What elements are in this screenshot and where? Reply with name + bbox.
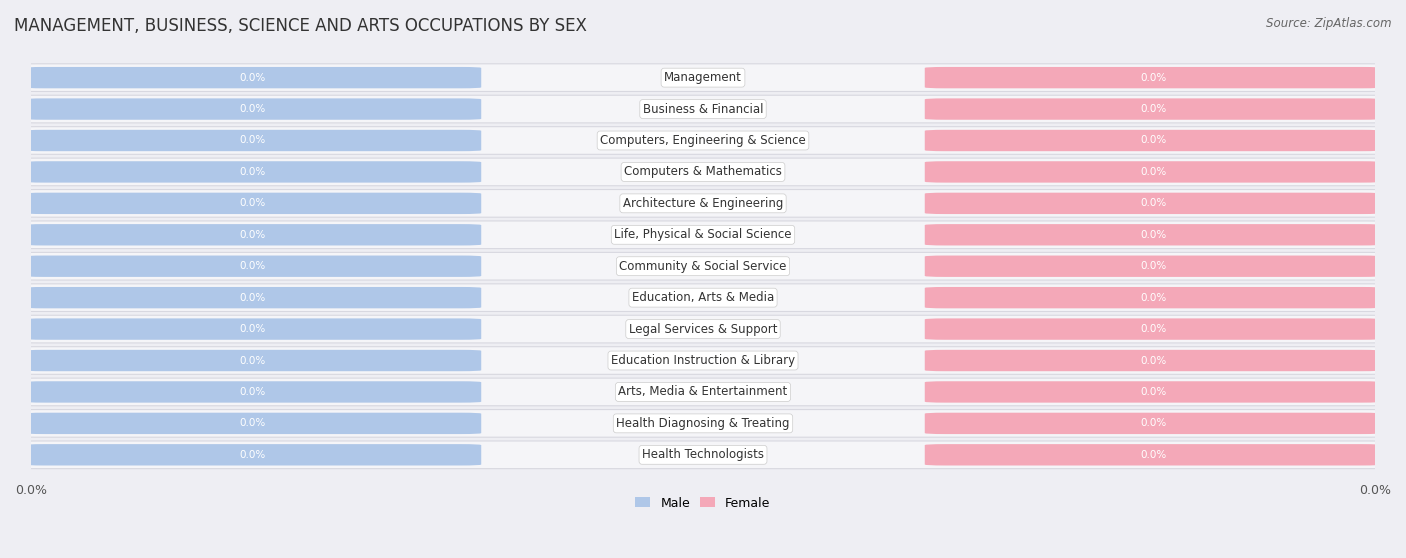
FancyBboxPatch shape	[925, 67, 1382, 88]
Text: 0.0%: 0.0%	[1140, 104, 1167, 114]
Text: 0.0%: 0.0%	[1140, 355, 1167, 365]
Text: Architecture & Engineering: Architecture & Engineering	[623, 197, 783, 210]
FancyBboxPatch shape	[925, 319, 1382, 340]
FancyBboxPatch shape	[925, 287, 1382, 309]
FancyBboxPatch shape	[925, 193, 1382, 214]
Text: 0.0%: 0.0%	[1140, 292, 1167, 302]
FancyBboxPatch shape	[24, 256, 481, 277]
Text: 0.0%: 0.0%	[239, 73, 266, 83]
FancyBboxPatch shape	[925, 130, 1382, 151]
FancyBboxPatch shape	[925, 224, 1382, 246]
Text: 0.0%: 0.0%	[1140, 450, 1167, 460]
FancyBboxPatch shape	[925, 381, 1382, 403]
Text: Education, Arts & Media: Education, Arts & Media	[631, 291, 775, 304]
Text: 0.0%: 0.0%	[239, 418, 266, 429]
FancyBboxPatch shape	[24, 130, 481, 151]
Text: Source: ZipAtlas.com: Source: ZipAtlas.com	[1267, 17, 1392, 30]
Text: 0.0%: 0.0%	[239, 230, 266, 240]
FancyBboxPatch shape	[24, 287, 481, 309]
FancyBboxPatch shape	[925, 98, 1382, 120]
Text: 0.0%: 0.0%	[239, 324, 266, 334]
Text: 0.0%: 0.0%	[239, 136, 266, 146]
FancyBboxPatch shape	[11, 410, 1395, 437]
Text: Community & Social Service: Community & Social Service	[619, 259, 787, 273]
Text: Education Instruction & Library: Education Instruction & Library	[612, 354, 794, 367]
FancyBboxPatch shape	[11, 441, 1395, 469]
Text: 0.0%: 0.0%	[239, 167, 266, 177]
FancyBboxPatch shape	[925, 161, 1382, 182]
FancyBboxPatch shape	[24, 381, 481, 403]
Text: 0.0%: 0.0%	[239, 292, 266, 302]
FancyBboxPatch shape	[24, 67, 481, 88]
Text: 0.0%: 0.0%	[1140, 198, 1167, 208]
FancyBboxPatch shape	[925, 350, 1382, 371]
Text: Computers & Mathematics: Computers & Mathematics	[624, 165, 782, 179]
Text: Life, Physical & Social Science: Life, Physical & Social Science	[614, 228, 792, 241]
Text: MANAGEMENT, BUSINESS, SCIENCE AND ARTS OCCUPATIONS BY SEX: MANAGEMENT, BUSINESS, SCIENCE AND ARTS O…	[14, 17, 586, 35]
FancyBboxPatch shape	[24, 413, 481, 434]
FancyBboxPatch shape	[11, 158, 1395, 186]
Text: 0.0%: 0.0%	[1140, 73, 1167, 83]
FancyBboxPatch shape	[11, 190, 1395, 217]
FancyBboxPatch shape	[925, 413, 1382, 434]
Text: 0.0%: 0.0%	[239, 104, 266, 114]
FancyBboxPatch shape	[11, 252, 1395, 280]
FancyBboxPatch shape	[11, 64, 1395, 92]
Text: Health Diagnosing & Treating: Health Diagnosing & Treating	[616, 417, 790, 430]
Text: 0.0%: 0.0%	[1140, 167, 1167, 177]
Text: Arts, Media & Entertainment: Arts, Media & Entertainment	[619, 386, 787, 398]
Text: Health Technologists: Health Technologists	[643, 448, 763, 461]
Text: Legal Services & Support: Legal Services & Support	[628, 323, 778, 335]
FancyBboxPatch shape	[24, 350, 481, 371]
FancyBboxPatch shape	[11, 95, 1395, 123]
Text: 0.0%: 0.0%	[1140, 261, 1167, 271]
Text: 0.0%: 0.0%	[1140, 387, 1167, 397]
FancyBboxPatch shape	[925, 444, 1382, 465]
Text: 0.0%: 0.0%	[239, 355, 266, 365]
Text: Computers, Engineering & Science: Computers, Engineering & Science	[600, 134, 806, 147]
FancyBboxPatch shape	[11, 315, 1395, 343]
FancyBboxPatch shape	[11, 127, 1395, 155]
FancyBboxPatch shape	[11, 347, 1395, 374]
Text: 0.0%: 0.0%	[1140, 230, 1167, 240]
Text: Management: Management	[664, 71, 742, 84]
Text: Business & Financial: Business & Financial	[643, 103, 763, 116]
Text: 0.0%: 0.0%	[239, 261, 266, 271]
FancyBboxPatch shape	[925, 256, 1382, 277]
FancyBboxPatch shape	[24, 98, 481, 120]
Text: 0.0%: 0.0%	[1140, 324, 1167, 334]
Legend: Male, Female: Male, Female	[630, 492, 776, 514]
FancyBboxPatch shape	[11, 284, 1395, 311]
FancyBboxPatch shape	[11, 378, 1395, 406]
Text: 0.0%: 0.0%	[239, 450, 266, 460]
FancyBboxPatch shape	[24, 161, 481, 182]
Text: 0.0%: 0.0%	[1140, 418, 1167, 429]
FancyBboxPatch shape	[24, 224, 481, 246]
FancyBboxPatch shape	[11, 221, 1395, 249]
FancyBboxPatch shape	[24, 319, 481, 340]
FancyBboxPatch shape	[24, 444, 481, 465]
Text: 0.0%: 0.0%	[1140, 136, 1167, 146]
FancyBboxPatch shape	[24, 193, 481, 214]
Text: 0.0%: 0.0%	[239, 387, 266, 397]
Text: 0.0%: 0.0%	[239, 198, 266, 208]
